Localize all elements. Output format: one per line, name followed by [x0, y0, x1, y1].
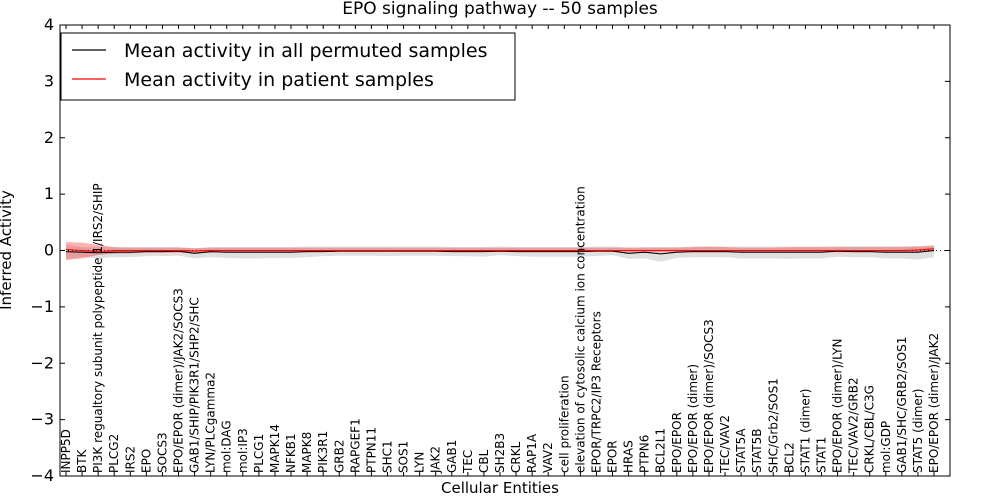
- plot-area-frame: [59, 24, 951, 477]
- x-category-label: STAT5B: [750, 429, 764, 474]
- x-category-label: EPO/EPOR (dimer)/JAK2/SOCS3: [172, 288, 186, 473]
- x-category-label: CRKL/CBL/C3G: [863, 385, 877, 473]
- x-category-label: EPO/EPOR: [670, 412, 684, 473]
- x-category-label: mol:DAG: [220, 420, 234, 473]
- x-category-label: CRKL: [509, 441, 523, 473]
- x-category-label: INPP5D: [59, 429, 73, 473]
- line-patient: [65, 248, 935, 253]
- x-category-label: RAPGEF1: [348, 418, 362, 473]
- chart-title: EPO signaling pathway -- 50 samples: [342, 0, 658, 19]
- x-category-label: GAB1: [445, 440, 459, 473]
- x-axis-category-labels: INPP5D BTK PI3K regualtory subunit polypep…: [59, 183, 941, 474]
- x-category-label: PTPN6: [638, 435, 652, 473]
- x-category-label: elevation of cytosolic calcium ion conce…: [573, 186, 587, 473]
- x-category-label: HRAS: [622, 440, 636, 473]
- x-category-label: BTK: [75, 448, 89, 473]
- y-tick-label: 1: [44, 184, 54, 203]
- y-tick-label: 4: [44, 15, 54, 34]
- x-category-label: SHC1: [380, 440, 394, 473]
- x-category-label: STAT5A: [734, 428, 748, 473]
- legend-label-permuted: Mean activity in all permuted samples: [124, 40, 487, 62]
- y-tick-label: −2: [30, 353, 54, 372]
- x-category-label: STAT1 (dimer): [798, 389, 812, 473]
- x-category-label: MAPK14: [268, 424, 282, 473]
- legend: Mean activity in all permuted samples Me…: [60, 32, 516, 101]
- x-category-label: EPOR/TRPC2/IP3 Receptors: [589, 311, 603, 473]
- x-category-label: EPO: [139, 449, 153, 473]
- x-category-label: VAV2: [541, 442, 555, 473]
- x-category-label: cell proliferation: [557, 375, 571, 473]
- legend-label-patient: Mean activity in patient samples: [124, 69, 434, 91]
- x-category-label: TEC: [461, 450, 475, 474]
- x-category-label: EPOR: [606, 440, 620, 473]
- x-category-label: LYN/PLCgamma2: [204, 372, 218, 473]
- y-tick-label: 2: [44, 128, 54, 147]
- x-category-label: GAB1/SHIP/PIK3R1/SHP2/SHC: [188, 297, 202, 473]
- x-category-label: TEC/VAV2/GRB2: [847, 377, 861, 474]
- x-category-label: PTPN11: [364, 427, 378, 473]
- x-category-label: PLCG2: [107, 434, 121, 473]
- x-category-label: STAT1: [814, 437, 828, 473]
- series-lines: [65, 248, 935, 255]
- line-permuted: [65, 249, 935, 255]
- x-category-label: mol:GDP: [879, 421, 893, 473]
- x-axis-title: Cellular Entities: [441, 479, 559, 497]
- x-category-label: GRB2: [332, 439, 346, 473]
- band-permuted: [66, 244, 934, 262]
- x-category-label: mol:IP3: [236, 428, 250, 473]
- x-category-label: RAP1A: [525, 433, 539, 473]
- x-axis-ticks: [65, 25, 935, 476]
- x-category-label: BCL2: [782, 442, 796, 473]
- x-category-label: CBL: [477, 449, 491, 473]
- x-category-label: EPO/EPOR (dimer)/LYN: [831, 339, 845, 473]
- x-category-label: SOS1: [397, 441, 411, 473]
- y-tick-label: −1: [30, 297, 54, 316]
- y-tick-label: −3: [30, 410, 54, 429]
- x-category-label: JAK2: [429, 446, 443, 474]
- x-category-label: TEC/VAV2: [718, 415, 732, 474]
- x-category-label: BCL2L1: [654, 428, 668, 473]
- x-category-label: STAT5 (dimer): [911, 389, 925, 473]
- x-category-label: PIK3R1: [316, 431, 330, 473]
- y-axis-title: Inferred Activity: [0, 190, 15, 310]
- x-category-label: MAPK8: [300, 432, 314, 473]
- x-category-label: IRS2: [123, 446, 137, 473]
- x-category-label: EPO/EPOR (dimer)/SOCS3: [702, 319, 716, 473]
- x-category-label: EPO/EPOR (dimer): [686, 364, 700, 473]
- x-category-label: EPO/EPOR (dimer)/JAK2: [927, 333, 941, 473]
- legend-frame: [60, 32, 516, 101]
- x-category-label: GAB1/SHC/GRB2/SOS1: [895, 337, 909, 473]
- y-tick-label: −4: [30, 466, 54, 485]
- x-category-label: NFKB1: [284, 433, 298, 473]
- x-category-label: SH2B3: [493, 433, 507, 473]
- x-category-label: SOCS3: [155, 432, 169, 473]
- y-tick-label: 3: [44, 71, 54, 90]
- x-category-label: PLCG1: [252, 434, 266, 473]
- x-category-label: SHC/Grb2/SOS1: [766, 378, 780, 473]
- x-category-label: LYN: [413, 452, 427, 473]
- x-category-label: PI3K regualtory subunit polypeptide 1/IR…: [91, 183, 105, 473]
- y-tick-label: 0: [44, 241, 54, 260]
- y-axis-ticks: −4 −3 −2 −1 0 1 2 3 4: [30, 15, 950, 485]
